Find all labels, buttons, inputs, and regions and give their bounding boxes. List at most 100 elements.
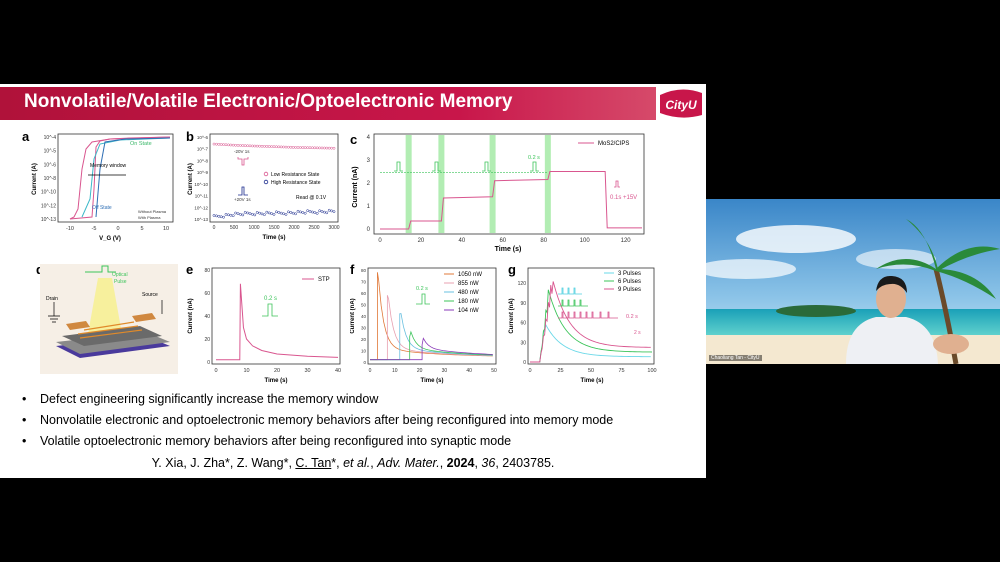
chart-f-y-tick-label: 40 — [361, 314, 367, 319]
chart-c-light-band — [544, 135, 551, 233]
chart-e-y-tick-label: 60 — [204, 291, 210, 297]
chart-b-legend-marker-0 — [263, 171, 269, 177]
chart-f-legend-label: 855 nW — [458, 281, 479, 287]
chart-c-series-line — [380, 171, 642, 230]
speaker-video-feed: Chaoliang Tan - CityU — [706, 199, 1000, 364]
chart-b-point — [234, 211, 237, 215]
chart-e-series-line — [216, 283, 339, 361]
chart-b-y-tick-label: 10^-7 — [197, 147, 209, 152]
chart-b-annot-neg: -20V 1s — [234, 149, 250, 154]
chart-b-point — [277, 211, 281, 214]
chart-b-x-tick-label: 1500 — [268, 225, 279, 231]
chart-g-annot-interval: 2 s — [634, 330, 641, 336]
chart-f-legend-label: 480 nW — [458, 290, 479, 296]
channel-arrows — [77, 321, 143, 339]
chart-b-point — [229, 213, 233, 217]
chart-b-x-tick-label: 2500 — [308, 225, 319, 231]
chart-b-point — [239, 212, 242, 216]
speaker-figure — [846, 275, 969, 364]
chart-g-y-tick-label: 60 — [520, 321, 526, 327]
chart-b-point — [212, 214, 216, 217]
chart-b-point — [222, 215, 225, 219]
chart-c-x-tick-label: 0 — [378, 238, 382, 244]
chart-e-y-tick-label: 0 — [207, 360, 210, 366]
chart-a-y-tick-label: 10^-8 — [44, 176, 57, 182]
chart-a-x-tick-label: 5 — [140, 226, 143, 232]
chart-e: 0 20 40 60 80 0 10 20 30 40 0.2 s STP Time (s) C… — [188, 267, 341, 384]
chart-c-gate-pulse-icon — [614, 180, 620, 188]
chart-c-y-tick-label: 1 — [367, 204, 371, 210]
chart-e-ylabel: Current (nA) — [188, 298, 194, 333]
chart-g-x-tick-label: 50 — [588, 368, 594, 374]
chart-a-with-plasma-reverse — [69, 136, 171, 220]
bullet-item: Nonvolatile electronic and optoelectroni… — [22, 410, 613, 431]
chart-e-x-tick-label: 20 — [274, 368, 280, 374]
chart-b-point — [284, 213, 288, 216]
chart-c-y-tick-label: 0 — [367, 227, 371, 233]
chart-a-annot-window: Memory window — [90, 163, 127, 169]
chart-b-x-tick-label: 500 — [230, 225, 239, 231]
chart-b-xlabel: Time (s) — [263, 235, 286, 241]
panel-label-f: f — [350, 262, 355, 277]
chart-c-xlabel: Time (s) — [495, 246, 522, 253]
chart-b-point — [251, 212, 254, 216]
chart-a-x-tick-label: 10 — [163, 226, 169, 232]
panel-label-e: e — [186, 262, 194, 277]
chart-c-light-band — [405, 135, 412, 233]
chart-g: 0 30 60 90 120 0 25 50 75 100 0.2 s 2 s 3 Pulses… — [509, 267, 657, 384]
chart-b-point — [315, 212, 319, 215]
chart-b-point — [306, 209, 309, 213]
chart-b-point — [231, 214, 235, 218]
source-label: Source — [142, 292, 158, 298]
chart-c-annot-gate: 0.1s +15V — [610, 195, 637, 201]
chart-g-y-tick-label: 90 — [520, 301, 526, 307]
chart-f-x-tick-label: 0 — [369, 368, 372, 374]
chart-c: 0 1 2 3 4 0 20 40 60 80 100 120 0.2 s MoS2/CIPS 0.… — [352, 133, 645, 253]
chart-f-y-tick-label: 30 — [361, 326, 367, 331]
chart-g-legend-label: 3 Pulses — [618, 271, 641, 277]
chart-e-x-tick-label: 10 — [243, 368, 249, 374]
chart-b-legend-0: Low Resistance State — [271, 172, 320, 178]
chart-c-light-band — [438, 135, 445, 233]
chart-b-point — [323, 210, 326, 214]
chart-c-x-tick-label: 80 — [540, 238, 547, 244]
chart-c-legend-0: MoS2/CIPS — [598, 141, 629, 147]
drain-electrode — [66, 321, 90, 330]
chart-f-ylabel: Current (nA) — [350, 298, 356, 333]
panel-label-g: g — [508, 262, 516, 277]
bullet-item: Volatile optoelectronic memory behaviors… — [22, 431, 613, 452]
chart-f-y-tick-label: 80 — [361, 268, 367, 273]
chart-b-point — [291, 211, 295, 215]
chart-c-x-tick-label: 40 — [459, 238, 466, 244]
chart-e-y-tick-label: 80 — [204, 268, 210, 274]
slide-title: Nonvolatile/Volatile Electronic/Optoelec… — [24, 91, 513, 112]
chart-g-x-tick-label: 0 — [528, 368, 531, 374]
chart-f-series-line — [370, 337, 493, 361]
chart-f-y-tick-label: 0 — [363, 360, 366, 365]
chart-c-x-tick-label: 20 — [418, 238, 425, 244]
bullet-list: Defect engineering significantly increas… — [22, 389, 613, 452]
chart-f-x-tick-label: 10 — [392, 368, 398, 374]
chart-e-y-tick-label: 20 — [204, 337, 210, 343]
chart-a-x-tick-label: 0 — [116, 226, 119, 232]
chart-g-x-tick-label: 75 — [618, 368, 624, 374]
chart-f-x-tick-label: 40 — [466, 368, 472, 374]
chart-g-pulse-icons — [558, 287, 618, 319]
chart-b-y-tick-label: 10^-8 — [197, 158, 209, 163]
chart-a-annot-on: On State — [130, 141, 152, 147]
chart-g-legend-label: 6 Pulses — [618, 279, 641, 285]
optical-pulse-label: Optical — [112, 272, 128, 278]
chart-f-legend-label: 1050 nW — [458, 272, 482, 278]
chart-a-y-tick-label: 10^-13 — [41, 217, 56, 223]
bullet-item: Defect engineering significantly increas… — [22, 389, 613, 410]
chart-g-x-tick-label: 25 — [557, 368, 563, 374]
chart-f-xlabel: Time (s) — [421, 378, 444, 384]
chart-b-point — [260, 212, 264, 216]
chart-c-y-tick-label: 4 — [367, 135, 371, 141]
chart-a-legend-0: Without Plasma — [138, 209, 167, 214]
chart-b-pulse-neg-icon — [237, 157, 249, 166]
chart-g-series-line — [530, 323, 651, 363]
device-schematic-illustration: Optical Pulse Drain Source — [40, 264, 178, 374]
chart-f-series-line — [370, 330, 493, 361]
chart-a-y-tick-label: 10^-10 — [41, 190, 56, 196]
